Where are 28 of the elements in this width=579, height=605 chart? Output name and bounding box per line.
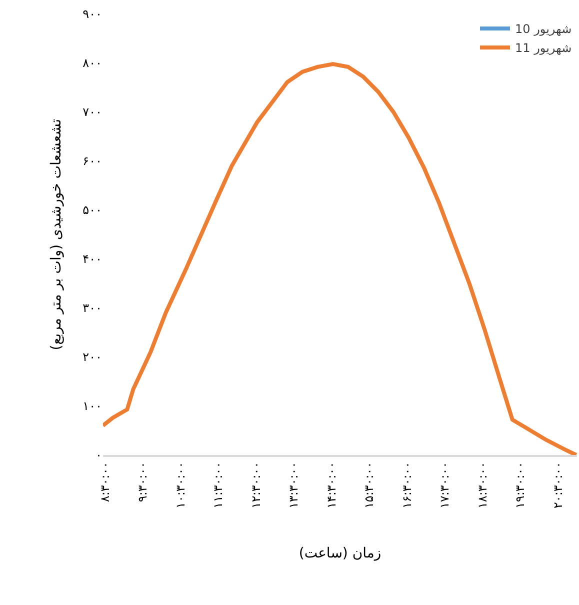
y-tick-label: ۴۰۰ xyxy=(82,252,102,266)
x-axis-title: زمان (ساعت) xyxy=(298,545,382,562)
x-tick-label: ۱۲:۳۰:۰۰ xyxy=(248,462,263,509)
x-tick-label: ۱۷:۳۰:۰۰ xyxy=(438,462,452,509)
x-tick-label: ۱۴:۳۰:۰۰ xyxy=(324,462,338,509)
x-tick-label: ۹:۳۰:۰۰ xyxy=(136,462,150,502)
legend-label: 11 شهریور xyxy=(515,41,572,56)
x-tick-label: ۱۶:۳۰:۰۰ xyxy=(400,462,414,509)
x-tick-label: ۲۰:۳۰:۰۰ xyxy=(551,462,566,509)
legend-label: 10 شهریور xyxy=(515,22,572,36)
x-tick-label: ۱۸:۳۰:۰۰ xyxy=(475,462,490,509)
x-tick-label: ۱۳:۳۰:۰۰ xyxy=(286,462,301,509)
x-tick-label: ۱۱:۳۰:۰۰ xyxy=(211,462,226,509)
y-axis-title: تشعشعات خورشیدی (وات بر متر مربع) xyxy=(48,118,64,350)
x-tick-label: ۱۹:۳۰:۰۰ xyxy=(513,462,528,509)
y-tick-label: ۳۰۰ xyxy=(82,301,102,316)
y-tick-label: ۸۰۰ xyxy=(82,56,102,70)
y-tick-label: ۰ xyxy=(96,448,102,462)
y-tick-label: ۲۰۰ xyxy=(82,350,102,364)
x-tick-label: ۸:۳۰:۰۰ xyxy=(98,462,112,502)
y-tick-label: ۹۰۰ xyxy=(82,7,102,22)
x-tick-label: ۱۵:۳۰:۰۰ xyxy=(362,462,376,509)
y-tick-label: ۵۰۰ xyxy=(82,203,102,218)
y-tick-label: ۱۰۰ xyxy=(82,399,102,414)
x-tick-label: ۱۰:۳۰:۰۰ xyxy=(173,462,188,509)
line-series xyxy=(103,62,577,455)
y-tick-label: ۶۰۰ xyxy=(82,154,102,168)
y-tick-label: ۷۰۰ xyxy=(82,105,102,120)
